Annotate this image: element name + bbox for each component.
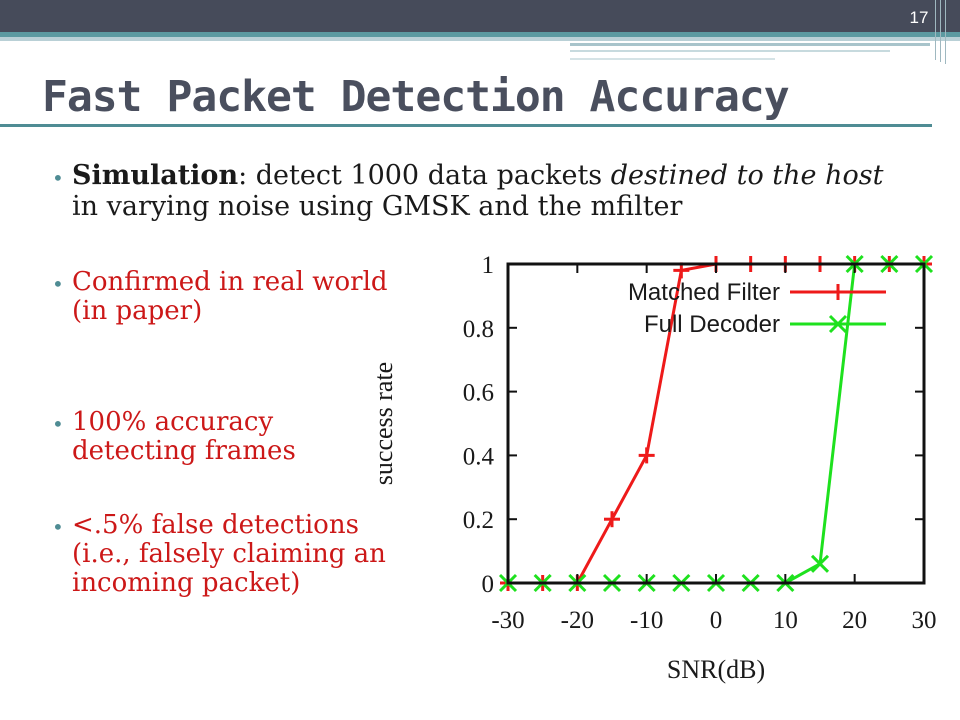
y-tick-label: 0.8: [463, 316, 494, 343]
header-divider: [935, 0, 936, 60]
bullet-dot: •: [52, 166, 64, 190]
bullet-simulation-text1: : detect 1000 data packets: [238, 160, 611, 191]
matched-filter-point: [604, 511, 620, 528]
slide-title: Fast Packet Detection Accuracy: [42, 72, 790, 122]
x-axis-label: SNR(dB): [667, 655, 765, 684]
y-tick-label: 0.4: [463, 443, 495, 470]
bullet-false-detections: <.5% false detections (i.e., falsely cla…: [72, 510, 386, 598]
y-tick-label: 1: [482, 252, 495, 279]
header-stripe: [0, 37, 960, 41]
full-decoder-legend-marker: [828, 314, 848, 334]
y-tick-label: 0: [482, 571, 495, 598]
header-stripe: [570, 43, 930, 46]
bullet-simulation: Simulation: detect 1000 data packets des…: [72, 160, 902, 222]
x-tick-label: -30: [491, 607, 524, 634]
header-divider: [945, 0, 946, 64]
page-number: 17: [909, 8, 929, 27]
x-tick-label: 30: [912, 607, 937, 634]
bullet-dot: •: [52, 272, 64, 296]
title-underline: [0, 124, 932, 127]
bullet-dot: •: [52, 515, 64, 539]
matched-filter-legend-marker: [830, 284, 846, 300]
header-divider: [940, 0, 941, 62]
y-tick-label: 0.6: [463, 380, 494, 407]
header-stripe: [0, 32, 960, 37]
matched-filter-legend-label: Matched Filter: [628, 279, 780, 306]
header-stripe: [570, 50, 890, 52]
chart-legend: Matched Filter Full Decoder: [628, 279, 886, 338]
full-decoder-point: [810, 554, 830, 573]
x-tick-label: -20: [561, 607, 594, 634]
x-tick-label: -10: [630, 607, 663, 634]
x-tick-label: 10: [773, 607, 798, 634]
bullet-dot: •: [52, 412, 64, 436]
bullet-accuracy: 100% accuracy detecting frames: [72, 407, 296, 466]
full-decoder-legend-label: Full Decoder: [644, 311, 780, 338]
bullet-confirmed: Confirmed in real world (in paper): [72, 267, 388, 326]
bullet-simulation-text2: in varying noise using GMSK and the mfil…: [72, 191, 683, 222]
y-axis-label: success rate: [369, 362, 398, 485]
y-tick-label: 0.2: [463, 507, 494, 534]
x-tick-label: 0: [710, 607, 723, 634]
full-decoder-series: [498, 254, 934, 593]
header-stripe: [570, 58, 775, 60]
matched-filter-point: [638, 447, 655, 464]
matched-filter-series: [500, 256, 932, 591]
x-tick-label: 20: [842, 607, 867, 634]
success-rate-chart: 0 0.2 0.4 0.6 0.8 1 -30 -20 -10 0 10 20 30 success r…: [369, 252, 937, 684]
bullet-simulation-italic: destined to the host: [610, 160, 884, 191]
bullet-simulation-bold: Simulation: [72, 160, 239, 191]
header-bar: [0, 0, 960, 32]
